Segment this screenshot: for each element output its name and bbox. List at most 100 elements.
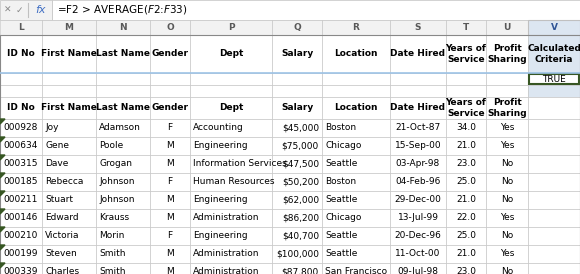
- Text: fx: fx: [35, 5, 45, 15]
- Text: 15-Sep-00: 15-Sep-00: [394, 141, 441, 150]
- Bar: [42, 119, 96, 137]
- Text: 04-Feb-96: 04-Feb-96: [396, 178, 441, 187]
- Text: Seattle: Seattle: [325, 196, 357, 204]
- Text: 000315: 000315: [3, 159, 38, 169]
- Bar: [96, 263, 150, 274]
- Polygon shape: [0, 155, 5, 160]
- Text: 23.0: 23.0: [456, 267, 476, 274]
- Text: Seattle: Seattle: [325, 232, 357, 241]
- Text: 25.0: 25.0: [456, 232, 476, 241]
- Bar: [272, 137, 322, 155]
- Bar: [0, 97, 42, 119]
- Bar: [446, 173, 486, 191]
- Text: 25.0: 25.0: [456, 178, 476, 187]
- Text: $40,700: $40,700: [282, 232, 319, 241]
- Bar: [96, 173, 150, 191]
- Text: Location: Location: [334, 50, 378, 59]
- Bar: [322, 85, 390, 97]
- Bar: [528, 227, 580, 245]
- Text: Location: Location: [334, 104, 378, 113]
- Text: P: P: [228, 23, 234, 32]
- Text: Grogan: Grogan: [99, 159, 132, 169]
- Bar: [190, 227, 272, 245]
- Bar: [322, 73, 390, 85]
- Bar: [150, 73, 190, 85]
- Bar: [42, 20, 96, 35]
- Text: F: F: [168, 124, 173, 133]
- Bar: [96, 85, 150, 97]
- Text: Charles: Charles: [45, 267, 79, 274]
- Text: Gender: Gender: [151, 104, 188, 113]
- Bar: [390, 173, 446, 191]
- Bar: [528, 73, 580, 85]
- Text: San Francisco: San Francisco: [325, 267, 387, 274]
- Text: 000210: 000210: [4, 232, 38, 241]
- Bar: [150, 209, 190, 227]
- Bar: [486, 191, 528, 209]
- Text: First Name: First Name: [41, 50, 97, 59]
- Text: Gender: Gender: [151, 50, 188, 59]
- Bar: [446, 137, 486, 155]
- Text: 000634: 000634: [4, 141, 38, 150]
- Bar: [42, 263, 96, 274]
- Bar: [390, 97, 446, 119]
- Text: No: No: [501, 178, 513, 187]
- Text: 000146: 000146: [4, 213, 38, 222]
- Text: =F2 > AVERAGE($F$2:$F$33): =F2 > AVERAGE($F$2:$F$33): [57, 4, 187, 16]
- Bar: [190, 137, 272, 155]
- Text: M: M: [166, 213, 174, 222]
- Bar: [0, 209, 42, 227]
- Bar: [446, 263, 486, 274]
- Bar: [190, 119, 272, 137]
- Bar: [0, 0, 52, 20]
- Bar: [322, 35, 390, 73]
- Bar: [42, 173, 96, 191]
- Text: Dept: Dept: [219, 50, 243, 59]
- Bar: [190, 263, 272, 274]
- Bar: [528, 245, 580, 263]
- Text: Johnson: Johnson: [99, 178, 135, 187]
- Bar: [0, 73, 42, 85]
- Bar: [96, 97, 150, 119]
- Bar: [486, 85, 528, 97]
- Bar: [390, 209, 446, 227]
- Bar: [528, 119, 580, 137]
- Text: Yes: Yes: [500, 250, 514, 258]
- Bar: [446, 35, 486, 73]
- Bar: [528, 20, 580, 35]
- Bar: [190, 85, 272, 97]
- Text: $62,000: $62,000: [282, 196, 319, 204]
- Bar: [486, 20, 528, 35]
- Bar: [190, 155, 272, 173]
- Bar: [96, 20, 150, 35]
- Bar: [190, 73, 272, 85]
- Text: Stuart: Stuart: [45, 196, 73, 204]
- Text: Victoria: Victoria: [45, 232, 79, 241]
- Text: M: M: [166, 141, 174, 150]
- Text: F: F: [168, 178, 173, 187]
- Bar: [272, 85, 322, 97]
- Text: Salary: Salary: [281, 104, 313, 113]
- Text: Yes: Yes: [500, 124, 514, 133]
- Bar: [272, 35, 322, 73]
- Bar: [390, 20, 446, 35]
- Text: Profit
Sharing: Profit Sharing: [487, 98, 527, 118]
- Text: Dave: Dave: [45, 159, 68, 169]
- Bar: [0, 245, 42, 263]
- Bar: [322, 173, 390, 191]
- Text: O: O: [166, 23, 174, 32]
- Text: M: M: [64, 23, 74, 32]
- Bar: [272, 263, 322, 274]
- Text: Krauss: Krauss: [99, 213, 129, 222]
- Bar: [190, 35, 272, 73]
- Bar: [272, 155, 322, 173]
- Bar: [390, 73, 446, 85]
- Bar: [486, 119, 528, 137]
- Bar: [486, 209, 528, 227]
- Bar: [42, 85, 96, 97]
- Text: ✓: ✓: [15, 5, 23, 15]
- Bar: [528, 35, 580, 73]
- Text: 34.0: 34.0: [456, 124, 476, 133]
- Bar: [96, 35, 150, 73]
- Text: $87,800: $87,800: [282, 267, 319, 274]
